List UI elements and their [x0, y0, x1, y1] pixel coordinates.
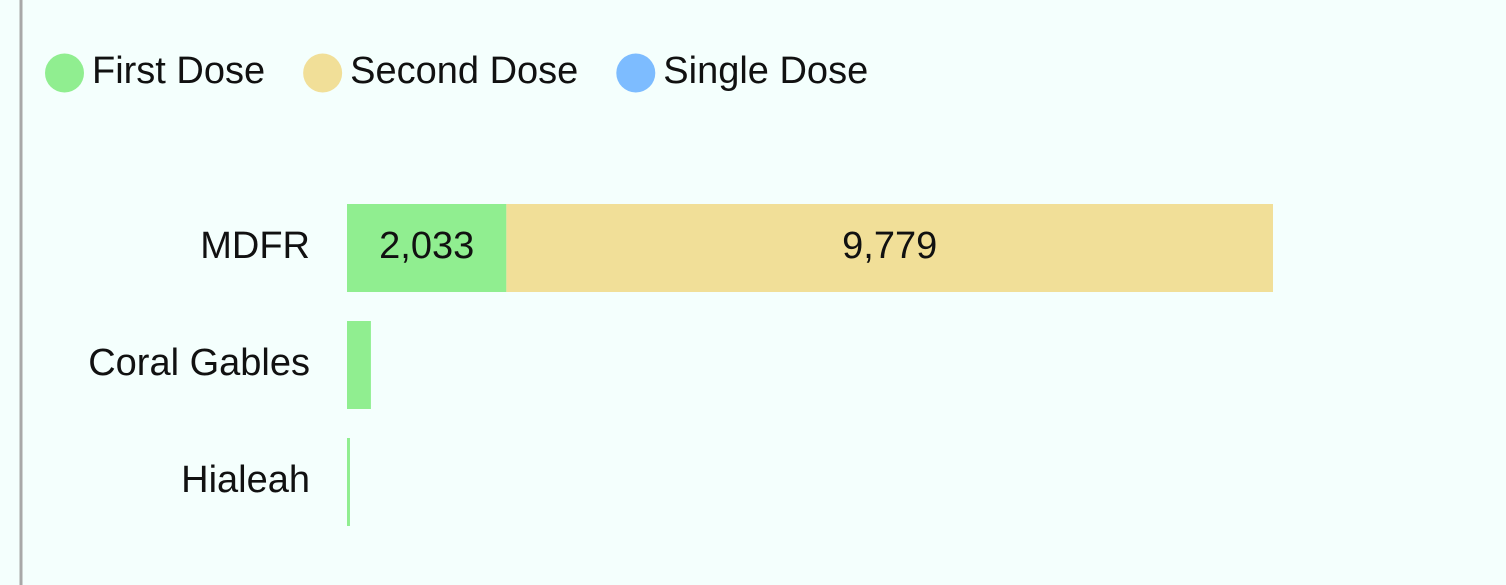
value-label: 2,033: [379, 225, 474, 267]
category-label: Hialeah: [181, 459, 310, 501]
bar-segment: [347, 204, 507, 292]
bar-segment: [506, 204, 1274, 292]
category-label: MDFR: [200, 225, 310, 267]
legend-marker: [45, 53, 84, 93]
bar-segment: [347, 438, 350, 526]
category-label: Coral Gables: [88, 342, 310, 384]
legend-label: First Dose: [92, 50, 265, 92]
value-label: 9,779: [842, 225, 937, 267]
legend-marker: [303, 53, 343, 93]
legend-label: Single Dose: [663, 50, 868, 92]
legend-label: Second Dose: [350, 50, 578, 92]
legend-marker: [616, 53, 656, 93]
bar-segment: [347, 321, 371, 409]
